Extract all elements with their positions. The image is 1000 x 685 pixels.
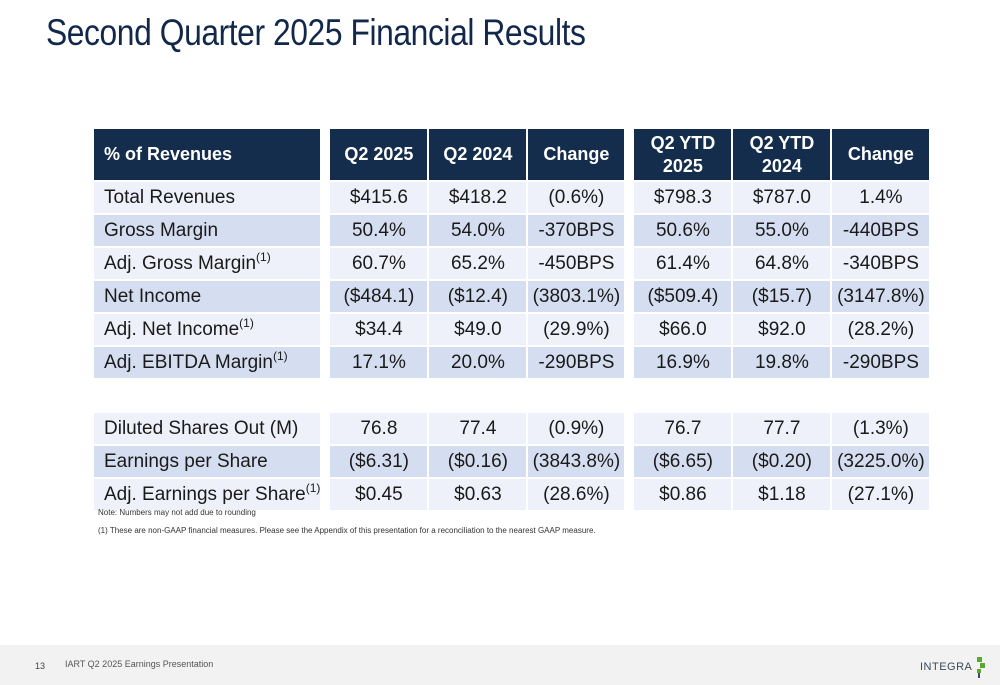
financial-results-table: % of Revenues Q2 2025 Q2 2024 Change Q2 …: [92, 127, 931, 512]
cell-ytd-2024: ($0.20): [733, 446, 831, 477]
cell-ytd-2024: 64.8%: [733, 248, 831, 279]
cell-ytd-change: (3147.8%): [832, 281, 930, 312]
row-label: Gross Margin: [94, 215, 321, 246]
footnote-marker: (1): [239, 315, 254, 330]
table-row: Adj. Gross Margin(1) 60.7% 65.2% -450BPS 61.…: [94, 248, 930, 279]
cell-ytd-2024: $787.0: [733, 182, 831, 213]
table-row: Net Income ($484.1) ($12.4) (3803.1%) ($509.…: [94, 281, 930, 312]
row-label: Total Revenues: [94, 182, 321, 213]
row-label: Adj. Net Income(1): [94, 314, 321, 345]
cell-q2-2025: 76.8: [330, 413, 428, 444]
cell-ytd-2025: 16.9%: [634, 347, 732, 378]
cell-q2-2024: $418.2: [429, 182, 527, 213]
cell-ytd-change: -340BPS: [832, 248, 930, 279]
row-label: Diluted Shares Out (M): [94, 413, 321, 444]
cell-q2-2024: 20.0%: [429, 347, 527, 378]
integra-logo: INTEGRA: [920, 655, 986, 679]
cell-q2-2025: ($484.1): [330, 281, 428, 312]
row-label: Adj. Earnings per Share(1): [94, 479, 321, 510]
cell-change: -370BPS: [528, 215, 625, 246]
cell-change: (29.9%): [528, 314, 625, 345]
cell-ytd-2025: 50.6%: [634, 215, 732, 246]
cell-ytd-2025: 61.4%: [634, 248, 732, 279]
presentation-title: IART Q2 2025 Earnings Presentation: [65, 659, 214, 669]
cell-ytd-2024: 55.0%: [733, 215, 831, 246]
cell-ytd-2024: 19.8%: [733, 347, 831, 378]
note-rounding: Note: Numbers may not add due to roundin…: [98, 508, 256, 517]
cell-ytd-change: (28.2%): [832, 314, 930, 345]
table-header-row: % of Revenues Q2 2025 Q2 2024 Change Q2 …: [94, 129, 930, 180]
cell-q2-2025: 17.1%: [330, 347, 428, 378]
cell-change: (3843.8%): [528, 446, 625, 477]
cell-change: -450BPS: [528, 248, 625, 279]
footnote-marker: (1): [256, 249, 271, 264]
page-number: 13: [35, 661, 46, 671]
cell-change: (28.6%): [528, 479, 625, 510]
table-row: Adj. EBITDA Margin(1) 17.1% 20.0% -290BPS 16…: [94, 347, 930, 378]
cell-ytd-2024: ($15.7): [733, 281, 831, 312]
cell-ytd-2024: $92.0: [733, 314, 831, 345]
integra-leaf-icon: [977, 657, 986, 678]
header-q2-2024: Q2 2024: [429, 129, 527, 180]
footer: 13 IART Q2 2025 Earnings Presentation IN…: [0, 645, 1000, 685]
cell-ytd-change: (3225.0%): [832, 446, 930, 477]
cell-q2-2025: ($6.31): [330, 446, 428, 477]
cell-q2-2024: ($0.16): [429, 446, 527, 477]
cell-change: -290BPS: [528, 347, 625, 378]
row-label: Adj. Gross Margin(1): [94, 248, 321, 279]
header-q2-2025: Q2 2025: [330, 129, 428, 180]
cell-q2-2024: 54.0%: [429, 215, 527, 246]
table-row: Adj. Net Income(1) $34.4 $49.0 (29.9%) $66.0…: [94, 314, 930, 345]
cell-ytd-change: -290BPS: [832, 347, 930, 378]
cell-q2-2024: $49.0: [429, 314, 527, 345]
table-row: Earnings per Share ($6.31) ($0.16) (3843.8%…: [94, 446, 930, 477]
logo-text: INTEGRA: [920, 661, 973, 673]
table-row: Total Revenues $415.6 $418.2 (0.6%) $798.3 $7…: [94, 182, 930, 213]
cell-q2-2024: 65.2%: [429, 248, 527, 279]
cell-ytd-2025: $0.86: [634, 479, 732, 510]
cell-ytd-2025: 76.7: [634, 413, 732, 444]
row-label: Net Income: [94, 281, 321, 312]
header-label: % of Revenues: [94, 129, 321, 180]
header-ytd-change: Change: [832, 129, 930, 180]
slide-title: Second Quarter 2025 Financial Results: [46, 12, 586, 53]
cell-ytd-2024: 77.7: [733, 413, 831, 444]
cell-q2-2024: 77.4: [429, 413, 527, 444]
cell-ytd-change: (27.1%): [832, 479, 930, 510]
footnote-marker: (1): [272, 348, 288, 363]
cell-q2-2025: $0.45: [330, 479, 428, 510]
cell-change: (3803.1%): [528, 281, 625, 312]
cell-ytd-change: -440BPS: [832, 215, 930, 246]
cell-ytd-2025: $798.3: [634, 182, 732, 213]
cell-q2-2024: ($12.4): [429, 281, 527, 312]
table-row: Gross Margin 50.4% 54.0% -370BPS 50.6% 55.0% -…: [94, 215, 930, 246]
cell-ytd-change: (1.3%): [832, 413, 930, 444]
header-ytd-2024: Q2 YTD 2024: [733, 129, 831, 180]
cell-ytd-2025: ($509.4): [634, 281, 732, 312]
cell-ytd-2025: ($6.65): [634, 446, 732, 477]
row-label: Adj. EBITDA Margin(1): [94, 347, 321, 378]
cell-ytd-change: 1.4%: [832, 182, 930, 213]
footnote-marker: (1): [305, 480, 321, 495]
cell-q2-2024: $0.63: [429, 479, 527, 510]
cell-ytd-2024: $1.18: [733, 479, 831, 510]
table-row: Adj. Earnings per Share(1) $0.45 $0.63 (28.…: [94, 479, 930, 510]
cell-change: (0.6%): [528, 182, 625, 213]
note-nongaap: (1) These are non-GAAP financial measure…: [98, 526, 596, 535]
header-ytd-2025: Q2 YTD 2025: [634, 129, 732, 180]
cell-ytd-2025: $66.0: [634, 314, 732, 345]
cell-q2-2025: 60.7%: [330, 248, 428, 279]
table-row: Diluted Shares Out (M) 76.8 77.4 (0.9%) 76.7…: [94, 413, 930, 444]
header-change: Change: [528, 129, 625, 180]
cell-q2-2025: $34.4: [330, 314, 428, 345]
cell-q2-2025: $415.6: [330, 182, 428, 213]
cell-change: (0.9%): [528, 413, 625, 444]
row-label: Earnings per Share: [94, 446, 321, 477]
cell-q2-2025: 50.4%: [330, 215, 428, 246]
